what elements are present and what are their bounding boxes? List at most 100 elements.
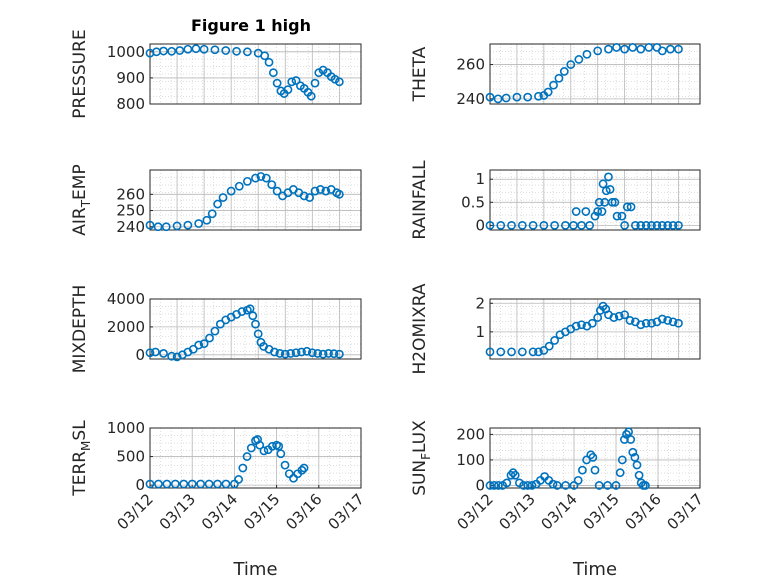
data-point bbox=[519, 481, 528, 490]
y-tick-label: 1000 bbox=[107, 419, 145, 437]
x-tick-label: 03/16 bbox=[622, 490, 665, 533]
y-axis-label: SUNFLUX bbox=[410, 420, 433, 496]
data-point bbox=[242, 47, 252, 57]
data-point bbox=[668, 317, 678, 327]
data-point bbox=[574, 55, 584, 64]
data-point bbox=[644, 43, 654, 52]
data-point bbox=[550, 336, 560, 345]
data-point bbox=[493, 94, 503, 104]
y-axis-label: THETA bbox=[410, 46, 430, 102]
data-point bbox=[517, 220, 527, 230]
data-point bbox=[291, 348, 301, 358]
data-point bbox=[299, 463, 309, 473]
data-point bbox=[549, 80, 558, 90]
data-point bbox=[272, 78, 282, 88]
data-point bbox=[183, 220, 193, 230]
data-point bbox=[210, 45, 220, 55]
data-point bbox=[248, 311, 258, 321]
data-point bbox=[237, 307, 247, 316]
data-point bbox=[202, 215, 212, 225]
data-point bbox=[632, 460, 642, 470]
data-point bbox=[612, 211, 622, 221]
data-point bbox=[571, 321, 581, 331]
data-point bbox=[588, 452, 598, 462]
axes-box bbox=[489, 427, 701, 489]
data-point bbox=[647, 220, 656, 230]
data-point bbox=[151, 347, 160, 357]
data-point bbox=[617, 211, 627, 221]
data-point bbox=[665, 44, 675, 54]
data-point bbox=[561, 481, 570, 490]
data-point bbox=[485, 347, 495, 357]
data-point bbox=[578, 465, 587, 475]
data-point bbox=[628, 447, 638, 457]
data-point bbox=[674, 318, 683, 328]
x-tick-label: 03/12 bbox=[454, 490, 497, 533]
data-point bbox=[162, 479, 172, 489]
data-point bbox=[306, 91, 316, 101]
y-tick-label: 1 bbox=[475, 323, 485, 341]
data-point bbox=[604, 44, 613, 54]
data-point bbox=[291, 76, 301, 85]
axes-box bbox=[149, 169, 362, 231]
data-point bbox=[593, 313, 603, 322]
data-point bbox=[153, 222, 163, 232]
data-point bbox=[307, 348, 317, 358]
data-point bbox=[267, 441, 277, 451]
data-point bbox=[620, 220, 630, 230]
data-point bbox=[270, 347, 279, 357]
data-point bbox=[507, 220, 516, 230]
data-point bbox=[194, 219, 204, 228]
data-point bbox=[577, 220, 586, 230]
data-point bbox=[594, 197, 604, 207]
data-point bbox=[264, 57, 274, 67]
y-tick-label: 0 bbox=[475, 216, 485, 234]
data-point bbox=[297, 347, 306, 357]
data-point bbox=[179, 479, 189, 489]
x-tick-label: 03/15 bbox=[240, 490, 283, 533]
data-point bbox=[620, 310, 630, 320]
data-point bbox=[539, 346, 549, 355]
data-point bbox=[674, 44, 683, 54]
data-point bbox=[253, 329, 263, 339]
y-tick-label: 250 bbox=[116, 202, 145, 220]
data-point bbox=[234, 181, 244, 191]
data-point bbox=[194, 340, 204, 350]
data-point bbox=[167, 351, 177, 361]
data-point bbox=[614, 311, 624, 321]
data-point bbox=[489, 481, 499, 490]
data-point bbox=[571, 207, 581, 216]
data-point bbox=[255, 440, 265, 450]
y-axis-label: H2OMIXRA bbox=[410, 283, 430, 374]
x-axis-label: Time bbox=[572, 559, 617, 580]
subplot-2: 240 260 THETA bbox=[410, 43, 701, 108]
data-point bbox=[251, 319, 260, 329]
data-point bbox=[310, 78, 320, 88]
data-point bbox=[232, 46, 241, 56]
data-point bbox=[539, 220, 549, 230]
data-point bbox=[641, 220, 651, 230]
data-point bbox=[260, 51, 270, 61]
data-point bbox=[630, 220, 640, 230]
data-point bbox=[316, 185, 325, 194]
data-point bbox=[188, 344, 198, 354]
data-point bbox=[582, 49, 592, 59]
data-point bbox=[145, 220, 155, 230]
data-point bbox=[145, 479, 155, 489]
y-tick-label: 260 bbox=[456, 56, 485, 74]
x-tick-label: 03/17 bbox=[664, 490, 707, 533]
data-point bbox=[577, 320, 586, 330]
data-point bbox=[172, 221, 182, 231]
data-point bbox=[172, 352, 182, 362]
data-point bbox=[287, 77, 297, 87]
y-tick-label: 200 bbox=[456, 425, 485, 443]
data-point bbox=[534, 91, 543, 101]
data-point bbox=[324, 349, 333, 358]
data-point bbox=[496, 220, 506, 230]
data-point bbox=[624, 427, 633, 437]
y-axis-label: AIRTEMP bbox=[70, 164, 93, 235]
data-point bbox=[598, 179, 608, 189]
data-point bbox=[283, 85, 293, 95]
data-point bbox=[620, 44, 630, 54]
